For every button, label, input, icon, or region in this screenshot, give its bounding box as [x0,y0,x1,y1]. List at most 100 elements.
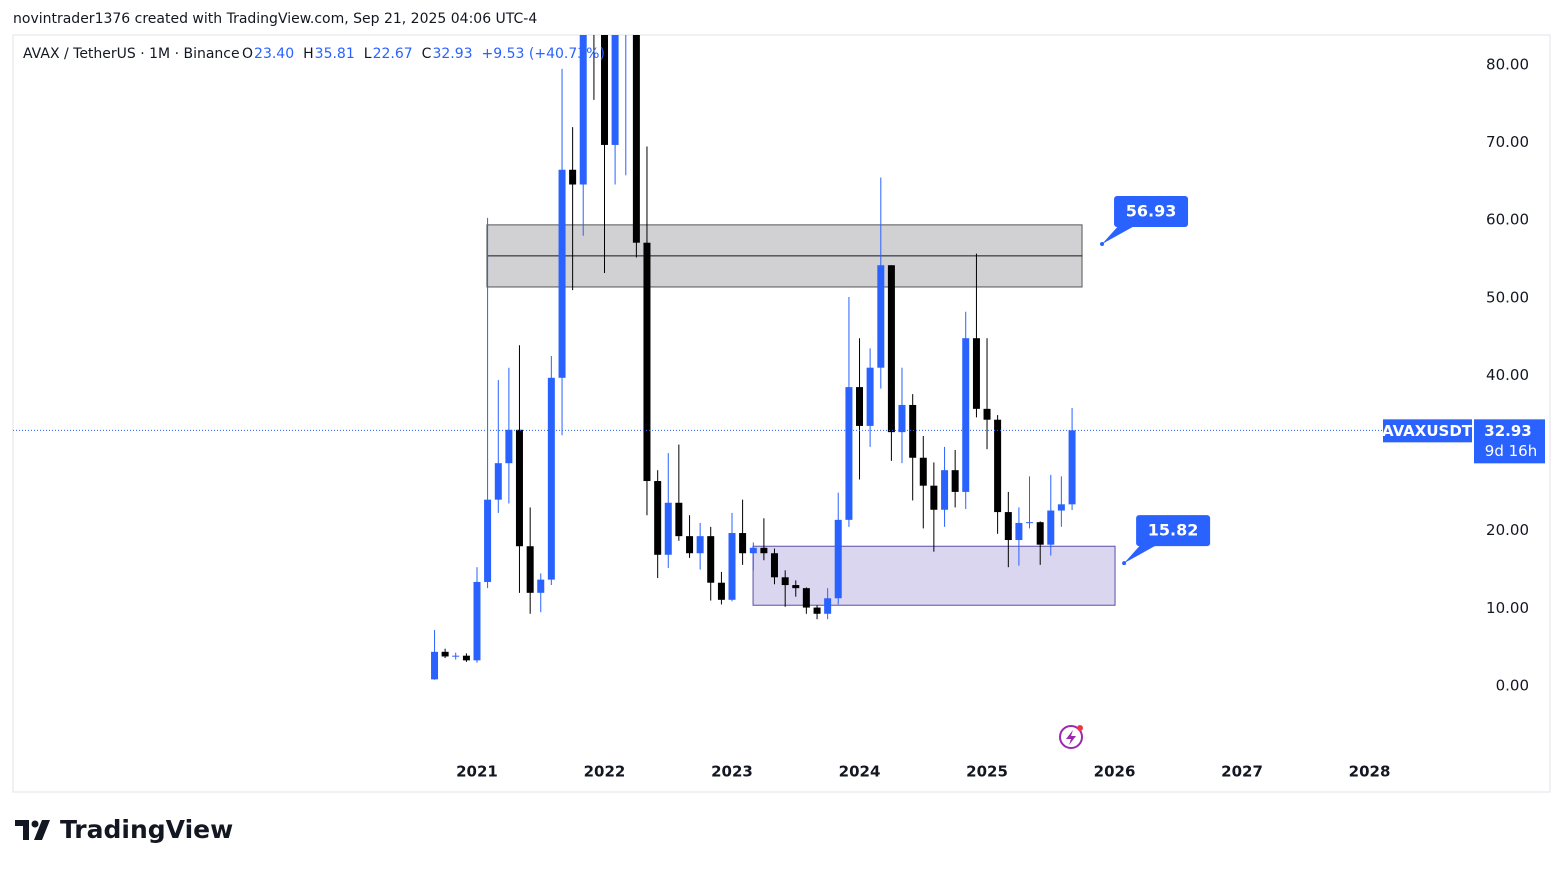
x-tick-label: 2022 [584,763,626,781]
candle-body [866,367,874,426]
candle-body [792,585,800,589]
y-tick-label: 20.00 [1486,521,1529,539]
x-tick-label: 2021 [456,763,498,781]
candle-body [431,651,439,680]
candle-body [909,404,917,458]
candle-body [728,533,736,600]
symbol-label: AVAXUSDT [1382,422,1473,440]
candle-body [696,536,704,554]
x-tick-label: 2028 [1349,763,1391,781]
candle-body [686,536,694,554]
candle-body [834,519,842,599]
x-tick-label: 2027 [1221,763,1263,781]
legend-value: 23.40 [254,46,294,62]
y-tick-label: 60.00 [1486,211,1529,229]
candle-body [569,169,577,185]
y-tick-label: 0.00 [1496,676,1529,694]
candle-body [473,581,481,661]
callout-box [1114,196,1189,228]
candle-body [505,429,513,464]
candle-body [749,547,757,554]
candle-body [760,547,768,554]
legend-key: O [242,46,253,62]
candle-body [1068,430,1076,505]
candle-body [898,404,906,433]
y-tick-label: 40.00 [1486,366,1529,384]
candle-body [802,588,810,608]
candle-body [770,553,778,578]
chart-frame [12,34,1551,793]
candle-body [664,502,672,555]
attribution: novintrader1376 created with TradingView… [13,11,537,27]
countdown-label: 9d 16h [1485,442,1537,460]
callout-pointer [1102,224,1139,245]
candle-body [1015,522,1023,541]
candle-body [462,655,470,661]
candle-body [717,582,725,600]
candle-body [675,502,683,537]
y-tick-label: 10.00 [1486,599,1529,617]
y-tick-label: 70.00 [1486,133,1529,151]
callout-box [1136,515,1211,547]
candle-body [611,35,619,145]
candle-body [919,457,927,486]
legend-key: L [364,46,372,62]
candle-body [962,338,970,492]
x-tick-label: 2025 [966,763,1008,781]
callout-label: 15.82 [1148,521,1199,540]
candle-body [632,35,640,243]
candle-body [601,35,609,145]
legend-key: H [303,46,314,62]
legend-change: +9.53 (+40.73%) [482,46,605,62]
candle-body [941,470,949,510]
candle-body [579,35,587,185]
candle-body [452,655,460,657]
y-tick-label: 80.00 [1486,55,1529,73]
brand-name: TradingView [60,815,233,844]
candle-body [1004,512,1012,541]
candle-body [856,387,864,426]
legend-value: 22.67 [373,46,413,62]
brand-logo [15,820,50,840]
candle-body [877,265,885,368]
legend-key: C [422,46,432,62]
plot-area [431,0,1116,680]
alert-icon [1059,725,1083,749]
candle-body [887,265,895,433]
candle-body [643,242,651,482]
candle-body [441,651,449,657]
candle-body [813,607,821,614]
candle-body [1047,510,1055,545]
callout-pointer [1124,543,1161,564]
candle-body [526,546,534,593]
candle-body [1036,522,1044,545]
legend-value: 32.93 [432,46,472,62]
candle-body [494,463,502,500]
candle-body [484,499,492,582]
legend-value: 35.81 [315,46,355,62]
candle-body [558,169,566,378]
x-tick-label: 2026 [1094,763,1136,781]
candle-body [983,408,991,420]
candle-body [930,485,938,510]
candle-body [1057,504,1065,511]
candle-body [537,579,545,593]
candle-body [972,338,980,409]
y-tick-label: 50.00 [1486,288,1529,306]
chart-title: AVAX / TetherUS · 1M · Binance [23,46,240,62]
candle-body [654,481,662,555]
candle-body [781,577,789,586]
symbol-tag [1383,419,1472,443]
candle-body [707,536,715,583]
candle-body [739,533,747,554]
candle-body [515,429,523,547]
x-tick-label: 2024 [839,763,881,781]
price-label: 32.93 [1484,422,1531,440]
candle-body [622,0,629,18]
candle-body [1025,522,1033,524]
candle-body [951,470,959,492]
candle-body [547,377,555,580]
x-tick-label: 2023 [711,763,753,781]
